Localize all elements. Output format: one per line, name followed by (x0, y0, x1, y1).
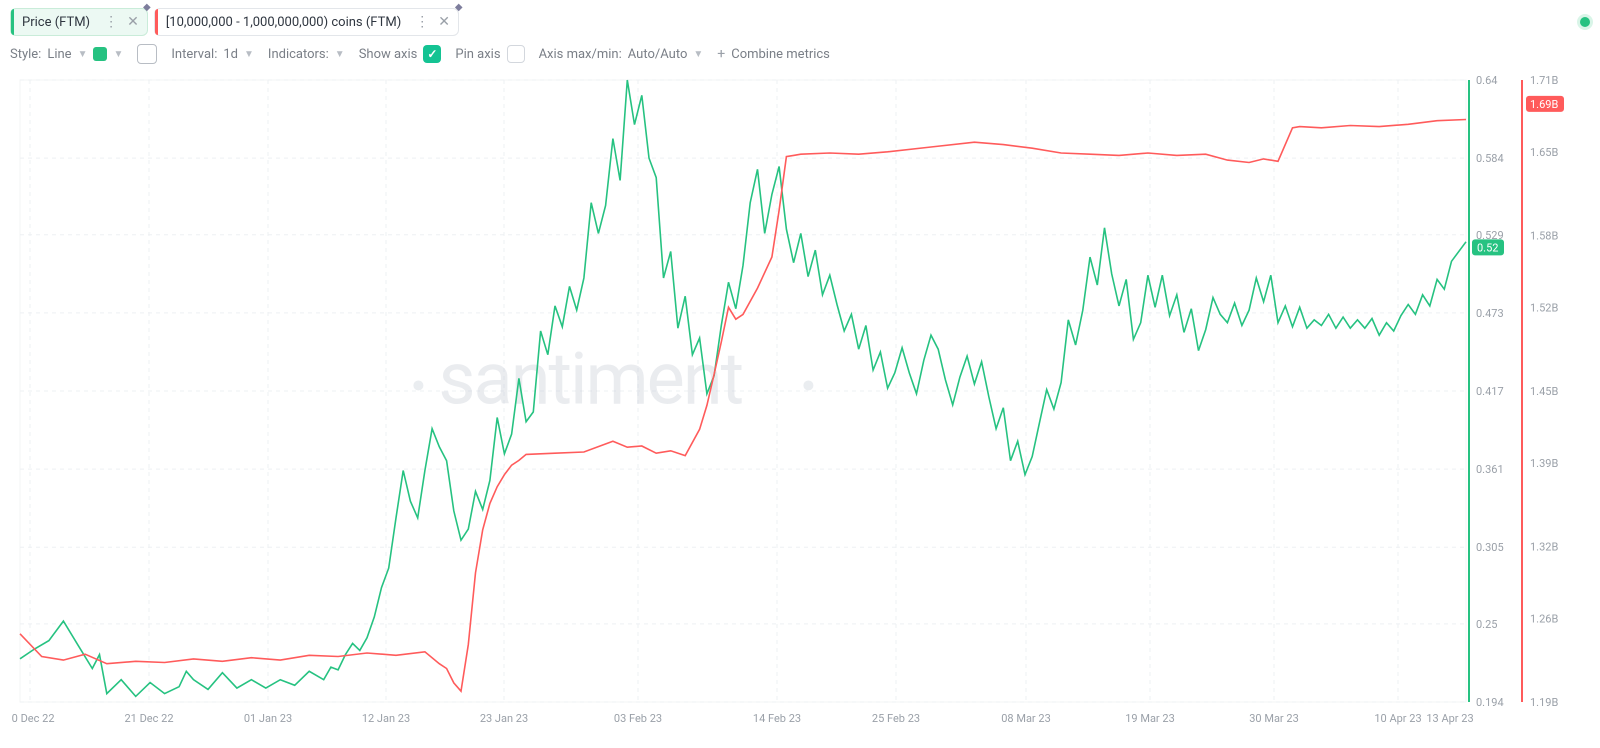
svg-text:30 Mar 23: 30 Mar 23 (1249, 712, 1299, 725)
pin-axis-label: Pin axis (455, 47, 500, 62)
svg-text:santiment: santiment (438, 336, 742, 421)
svg-text:1.19B: 1.19B (1530, 696, 1558, 709)
indicators-label: Indicators: (268, 47, 329, 62)
ethereum-icon: ◆ (143, 2, 151, 13)
chevron-down-icon: ▼ (693, 49, 703, 60)
chevron-down-icon: ▼ (335, 49, 345, 60)
chip-label: [10,000,000 - 1,000,000,000) coins (FTM) (158, 15, 409, 30)
svg-text:13 Apr 23: 13 Apr 23 (1426, 712, 1473, 725)
chart-svg: santiment0.640.5840.5290.4730.4170.3610.… (10, 74, 1590, 738)
layout-icon[interactable] (137, 44, 157, 64)
svg-text:12 Jan 23: 12 Jan 23 (362, 712, 410, 725)
style-selector[interactable]: Style: Line ▼ ▼ (10, 47, 123, 62)
metric-chip-whales[interactable]: [10,000,000 - 1,000,000,000) coins (FTM)… (154, 8, 459, 36)
svg-text:1.65B: 1.65B (1530, 146, 1558, 159)
indicators-selector[interactable]: Indicators: ▼ (268, 47, 345, 62)
chip-close-icon[interactable]: ✕ (434, 14, 458, 30)
svg-text:01 Jan 23: 01 Jan 23 (244, 712, 292, 725)
interval-selector[interactable]: Interval: 1d ▼ (171, 47, 254, 62)
svg-text:10 Dec 22: 10 Dec 22 (10, 712, 55, 725)
axis-maxmin-selector[interactable]: Axis max/min: Auto/Auto ▼ (539, 47, 704, 62)
axis-maxmin-label: Axis max/min: (539, 47, 622, 62)
checkbox-on-icon[interactable]: ✓ (423, 45, 441, 63)
svg-text:1.32B: 1.32B (1530, 541, 1558, 554)
style-label: Style: (10, 47, 41, 62)
svg-text:08 Mar 23: 08 Mar 23 (1001, 712, 1051, 725)
svg-text:0.194: 0.194 (1476, 696, 1504, 709)
chart-area[interactable]: santiment0.640.5840.5290.4730.4170.3610.… (10, 74, 1590, 738)
svg-text:25 Feb 23: 25 Feb 23 (872, 712, 920, 725)
chip-close-icon[interactable]: ✕ (123, 14, 147, 30)
svg-text:0.361: 0.361 (1476, 463, 1504, 476)
chart-toolbar: Style: Line ▼ ▼ Interval: 1d ▼ Indicator… (0, 40, 1600, 72)
chip-menu-icon[interactable]: ⋮ (409, 14, 434, 30)
interval-value: 1d (223, 47, 238, 62)
svg-text:1.69B: 1.69B (1530, 98, 1558, 111)
svg-text:23 Jan 23: 23 Jan 23 (480, 712, 528, 725)
svg-text:1.52B: 1.52B (1530, 301, 1558, 314)
svg-text:03 Feb 23: 03 Feb 23 (614, 712, 662, 725)
svg-text:1.26B: 1.26B (1530, 612, 1558, 625)
metric-chips-bar: Price (FTM) ⋮ ✕ ◆ [10,000,000 - 1,000,00… (0, 0, 1600, 40)
svg-text:1.58B: 1.58B (1530, 230, 1558, 243)
plus-icon: + (717, 46, 725, 62)
checkbox-off-icon[interactable] (507, 45, 525, 63)
show-axis-label: Show axis (359, 47, 418, 62)
svg-text:0.305: 0.305 (1476, 541, 1504, 554)
pin-axis-toggle[interactable]: Pin axis (455, 45, 524, 63)
chevron-down-icon: ▼ (113, 49, 123, 60)
svg-text:1.45B: 1.45B (1530, 385, 1558, 398)
metric-chip-price[interactable]: Price (FTM) ⋮ ✕ ◆ (10, 8, 148, 36)
connection-status-icon (1580, 17, 1590, 27)
svg-text:19 Mar 23: 19 Mar 23 (1125, 712, 1175, 725)
svg-text:0.52: 0.52 (1477, 241, 1498, 254)
svg-text:0.25: 0.25 (1476, 618, 1497, 631)
ethereum-icon: ◆ (455, 2, 463, 13)
combine-metrics-button[interactable]: + Combine metrics (717, 46, 830, 62)
axis-maxmin-value: Auto/Auto (628, 47, 688, 62)
chevron-down-icon: ▼ (244, 49, 254, 60)
svg-text:1.71B: 1.71B (1530, 74, 1558, 87)
interval-label: Interval: (171, 47, 217, 62)
svg-text:14 Feb 23: 14 Feb 23 (753, 712, 801, 725)
show-axis-toggle[interactable]: Show axis ✓ (359, 45, 442, 63)
svg-text:1.39B: 1.39B (1530, 457, 1558, 470)
chip-menu-icon[interactable]: ⋮ (98, 14, 123, 30)
combine-label: Combine metrics (731, 47, 830, 62)
svg-text:0.417: 0.417 (1476, 385, 1504, 398)
svg-text:10 Apr 23: 10 Apr 23 (1374, 712, 1421, 725)
style-value: Line (47, 47, 71, 62)
svg-text:21 Dec 22: 21 Dec 22 (125, 712, 174, 725)
svg-text:0.473: 0.473 (1476, 307, 1504, 320)
chip-label: Price (FTM) (14, 15, 98, 30)
style-color-swatch[interactable] (93, 47, 107, 61)
chevron-down-icon: ▼ (78, 49, 88, 60)
svg-text:0.64: 0.64 (1476, 74, 1497, 87)
svg-text:0.584: 0.584 (1476, 152, 1504, 165)
